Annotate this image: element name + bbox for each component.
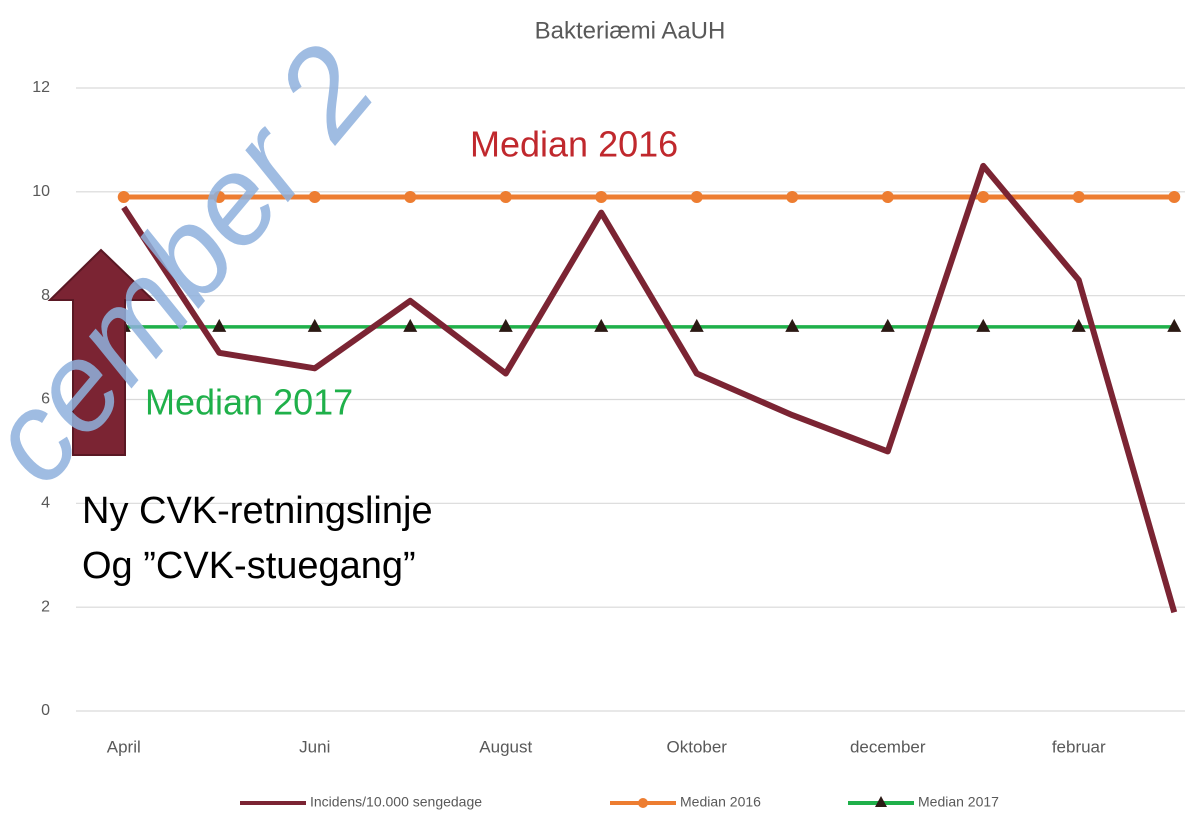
annotation: Median 2016 bbox=[470, 124, 678, 165]
legend-label: Median 2017 bbox=[918, 794, 999, 810]
legend-label: Incidens/10.000 sengedage bbox=[310, 794, 482, 810]
marker bbox=[785, 318, 800, 332]
marker bbox=[307, 318, 322, 332]
marker bbox=[881, 191, 894, 204]
legend-item: Median 2017 bbox=[848, 794, 999, 810]
x-tick-label: februar bbox=[1052, 737, 1106, 756]
arrow bbox=[47, 248, 156, 456]
plot-area: 0 2 4 6 8 10 12 April Juni August Oktober december f… bbox=[32, 79, 1185, 756]
marker bbox=[880, 318, 895, 332]
y-tick-label: 0 bbox=[41, 702, 50, 719]
marker bbox=[213, 191, 226, 204]
legend-item: Incidens/10.000 sengedage bbox=[240, 794, 482, 810]
watermark: cember 2 bbox=[0, 20, 401, 509]
y-tick-label: 12 bbox=[32, 79, 50, 96]
marker bbox=[498, 318, 513, 332]
series-line bbox=[121, 162, 1178, 614]
y-tick-label: 10 bbox=[32, 183, 50, 200]
marker bbox=[308, 191, 321, 204]
annotation: Median 2017 bbox=[145, 382, 353, 423]
marker bbox=[1167, 318, 1182, 332]
y-tick-label: 8 bbox=[41, 287, 50, 304]
chart-title: Bakteriæmi AaUH bbox=[535, 17, 726, 44]
x-tick-label: August bbox=[479, 737, 532, 756]
legend-marker bbox=[875, 796, 887, 807]
x-tick-label: Juni bbox=[299, 737, 330, 756]
marker bbox=[1168, 191, 1181, 204]
marker bbox=[690, 191, 703, 204]
marker bbox=[1072, 191, 1085, 204]
y-tick-label: 4 bbox=[41, 495, 50, 512]
marker bbox=[595, 191, 608, 204]
marker bbox=[403, 318, 418, 332]
legend-marker bbox=[638, 798, 648, 808]
legend-item: Median 2016 bbox=[610, 794, 761, 810]
annotation: Og ”CVK-stuegang” bbox=[82, 545, 416, 587]
marker bbox=[404, 191, 417, 204]
marker bbox=[1071, 318, 1086, 332]
marker bbox=[212, 318, 227, 332]
legend-label: Median 2016 bbox=[680, 794, 761, 810]
marker bbox=[117, 191, 130, 204]
annotation: Ny CVK-retningslinje bbox=[82, 490, 433, 532]
marker bbox=[977, 191, 990, 204]
marker bbox=[786, 191, 799, 204]
y-tick-label: 6 bbox=[41, 391, 50, 408]
x-tick-label: April bbox=[107, 737, 141, 756]
marker bbox=[594, 318, 609, 332]
marker bbox=[689, 318, 704, 332]
x-tick-label: december bbox=[850, 737, 926, 756]
marker bbox=[499, 191, 512, 204]
marker bbox=[976, 318, 991, 332]
x-tick-label: Oktober bbox=[667, 737, 728, 756]
y-tick-label: 2 bbox=[41, 598, 50, 615]
